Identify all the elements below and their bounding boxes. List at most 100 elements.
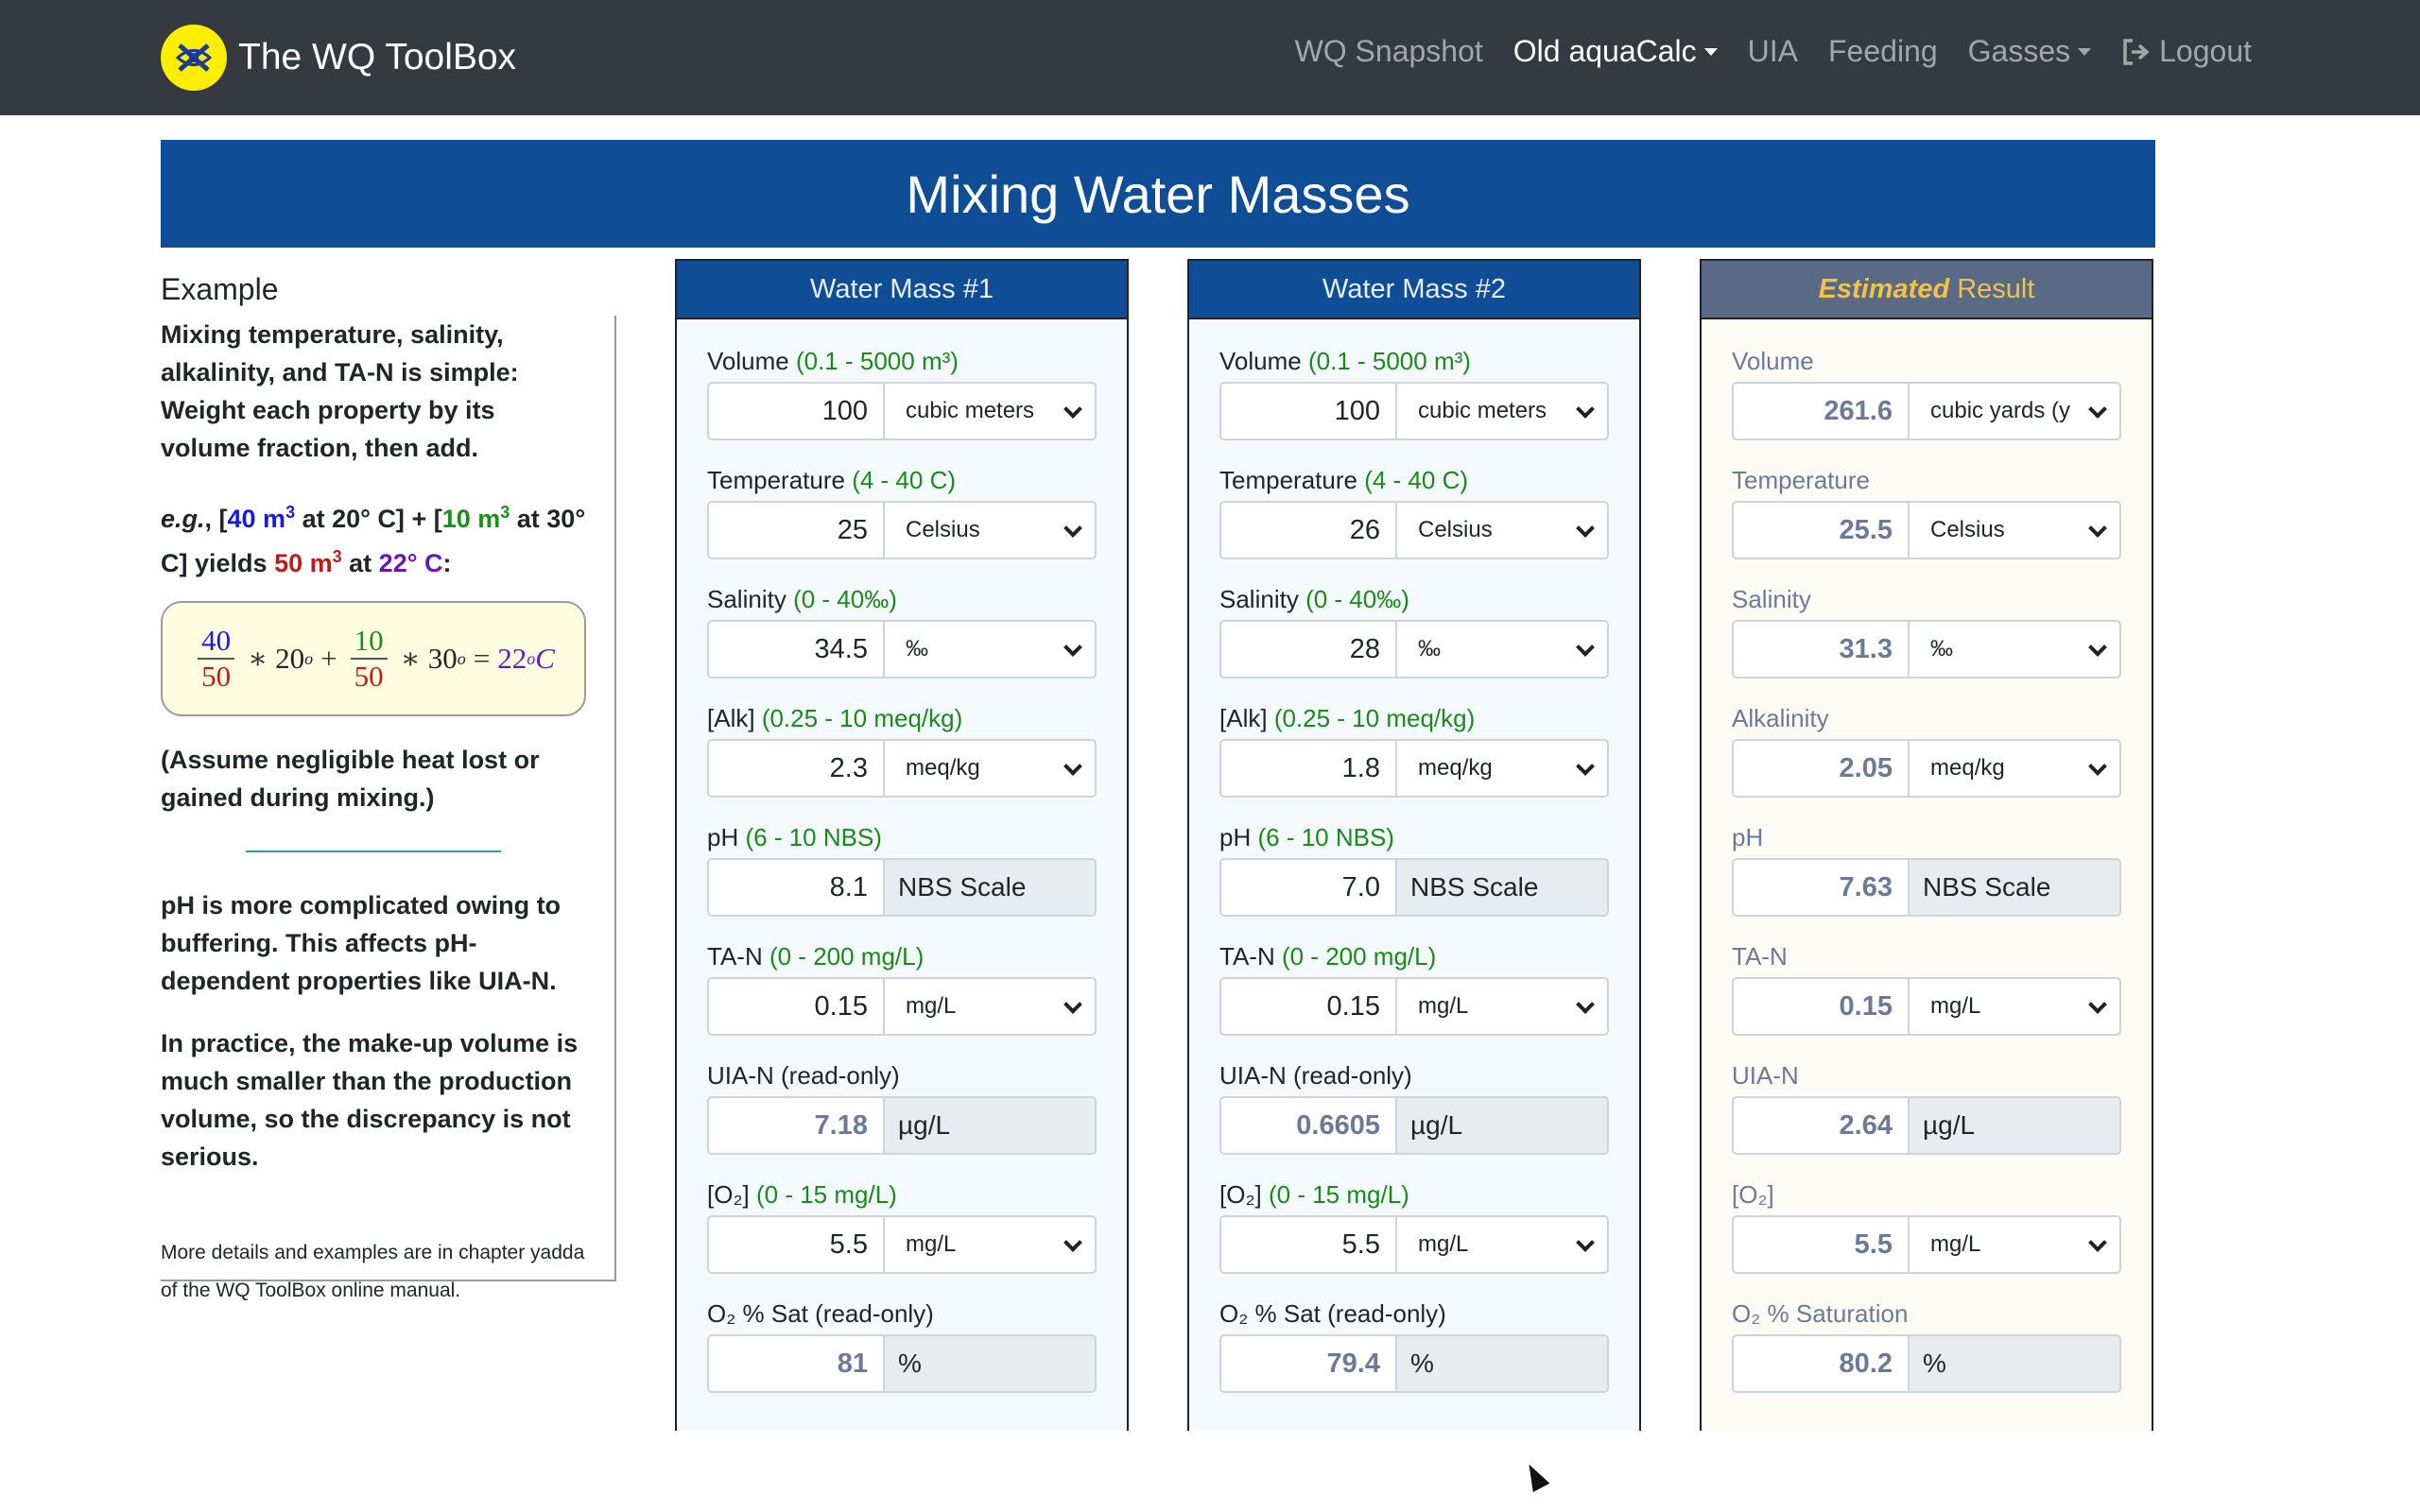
m2-salinity-range: (0 - 40‰) (1305, 585, 1409, 613)
r-uian-output: 2.64 (1732, 1096, 1910, 1155)
chevron-down-icon (1063, 638, 1082, 657)
water-mass-2-header: Water Mass #2 (1189, 261, 1639, 319)
r-ph-unit: NBS Scale (1910, 858, 2121, 917)
m1-volume-range: (0.1 - 5000 m³) (795, 347, 959, 375)
m2-o2-unit: mg/L (1418, 1231, 1469, 1257)
m2-o2sat-label: O₂ % Sat (read-only) (1219, 1299, 1446, 1328)
m1-volume-label: Volume (707, 347, 789, 375)
m1-volume-unit-select[interactable]: cubic meters (885, 382, 1097, 440)
r-alk-unit: meq/kg (1930, 755, 2005, 781)
m2-tan-range: (0 - 200 mg/L) (1281, 942, 1437, 971)
m2-alk-field: [Alk] (0.25 - 10 meq/kg) 1.8 meq/kg (1219, 701, 1609, 820)
m2-volume-input[interactable]: 100 (1219, 382, 1397, 440)
m2-volume-field: Volume (0.1 - 5000 m³) 100 cubic meters (1219, 344, 1609, 463)
m2-o2-input[interactable]: 5.5 (1219, 1215, 1397, 1274)
m1-alk-unit-select[interactable]: meq/kg (885, 739, 1097, 798)
m1-o2-input[interactable]: 5.5 (707, 1215, 885, 1274)
caret-down-icon (2078, 47, 2092, 56)
m1-volume-input[interactable]: 100 (707, 382, 885, 440)
chevron-down-icon (1576, 400, 1595, 419)
m1-o2-unit-select[interactable]: mg/L (885, 1215, 1097, 1274)
r-o2-label: [O₂] (1732, 1180, 1774, 1209)
example-body: Mixing temperature, salinity, alkalinity… (161, 316, 616, 1301)
r-o2sat-output: 80.2 (1732, 1334, 1910, 1393)
r-volume-field: Volume 261.6 cubic yards (y (1732, 344, 2121, 463)
example-manual-note: More details and examples are in chapter… (161, 1242, 585, 1301)
nav-wq-snapshot[interactable]: WQ Snapshot (1294, 34, 1483, 68)
m2-tan-field: TA-N (0 - 200 mg/L) 0.15 mg/L (1219, 939, 1609, 1058)
m1-ph-input[interactable]: 8.1 (707, 858, 885, 917)
m2-uian-label: UIA-N (read-only) (1219, 1061, 1412, 1090)
example-eg: e.g., [40 m3 at 20° C] + [10 m3 at 30° C… (161, 503, 586, 577)
m1-tan-unit: mg/L (906, 993, 957, 1019)
m1-salinity-label: Salinity (707, 585, 786, 613)
r-uian-label: UIA-N (1732, 1061, 1799, 1090)
nav-old-aquacalc-label: Old aquaCalc (1512, 34, 1697, 68)
m2-salinity-unit-select[interactable]: ‰ (1397, 620, 1609, 679)
r-tan-field: TA-N 0.15 mg/L (1732, 939, 2121, 1058)
m2-tan-unit-select[interactable]: mg/L (1397, 977, 1609, 1036)
m2-tan-unit: mg/L (1418, 993, 1469, 1019)
r-volume-unit-select[interactable]: cubic yards (y (1910, 382, 2121, 440)
chevron-down-icon (2088, 519, 2107, 538)
m1-alk-input[interactable]: 2.3 (707, 739, 885, 798)
chevron-down-icon (2088, 638, 2107, 657)
m1-alk-label: [Alk] (707, 704, 755, 732)
mouse-cursor-icon (1520, 1459, 1550, 1493)
m2-temperature-input[interactable]: 26 (1219, 501, 1397, 559)
nav-old-aquacalc[interactable]: Old aquaCalc (1513, 34, 1718, 69)
m1-uian-unit: µg/L (885, 1096, 1097, 1155)
logout-icon (2123, 38, 2150, 65)
m1-salinity-unit-select[interactable]: ‰ (885, 620, 1097, 679)
m2-salinity-input[interactable]: 28 (1219, 620, 1397, 679)
fraction-1-numerator: 40 (198, 624, 235, 660)
r-o2-unit-select[interactable]: mg/L (1910, 1215, 2121, 1274)
r-alk-unit-select[interactable]: meq/kg (1910, 739, 2121, 798)
r-salinity-unit-select[interactable]: ‰ (1910, 620, 2121, 679)
m2-ph-input[interactable]: 7.0 (1219, 858, 1397, 917)
m2-temperature-unit: Celsius (1418, 517, 1493, 542)
r-temperature-field: Temperature 25.5 Celsius (1732, 463, 2121, 582)
m1-ph-label: pH (707, 823, 739, 851)
r-tan-unit-select[interactable]: mg/L (1910, 977, 2121, 1036)
r-temperature-unit-select[interactable]: Celsius (1910, 501, 2121, 559)
brand-link[interactable]: The WQ ToolBox (161, 25, 516, 91)
eg-volume-1: 40 m (227, 505, 286, 533)
nav-logout[interactable]: Logout (2121, 34, 2252, 69)
m2-temperature-unit-select[interactable]: Celsius (1397, 501, 1609, 559)
water-mass-1-header: Water Mass #1 (677, 261, 1127, 319)
m1-tan-input[interactable]: 0.15 (707, 977, 885, 1036)
result-body: Volume 261.6 cubic yards (y Temperature 2… (1702, 319, 2152, 1431)
r-alk-label: Alkalinity (1732, 704, 1829, 732)
r-temperature-output: 25.5 (1732, 501, 1910, 559)
page-header: Mixing Water Masses (161, 140, 2155, 248)
m1-o2sat-output: 81 (707, 1334, 885, 1393)
nav-uia[interactable]: UIA (1747, 34, 1798, 68)
m1-temperature-input[interactable]: 25 (707, 501, 885, 559)
chevron-down-icon (1576, 1233, 1595, 1252)
eg-temp-2: at 30° C] yields (161, 505, 586, 577)
m1-salinity-input[interactable]: 34.5 (707, 620, 885, 679)
m2-temperature-label: Temperature (1219, 466, 1357, 494)
m2-tan-input[interactable]: 0.15 (1219, 977, 1397, 1036)
r-tan-label: TA-N (1732, 942, 1788, 971)
nav-feeding[interactable]: Feeding (1828, 34, 1938, 68)
m2-o2-unit-select[interactable]: mg/L (1397, 1215, 1609, 1274)
nav-gasses[interactable]: Gasses (1968, 34, 2092, 69)
caret-down-icon (1703, 47, 1718, 56)
r-ph-label: pH (1732, 823, 1764, 851)
m1-tan-unit-select[interactable]: mg/L (885, 977, 1097, 1036)
fraction-1: 40 50 (198, 624, 235, 694)
m1-o2-label: [O₂] (707, 1180, 750, 1209)
eg-result: 22° C (378, 549, 443, 577)
m2-alk-unit: meq/kg (1418, 755, 1493, 781)
r-alk-output: 2.05 (1732, 739, 1910, 798)
r-o2sat-unit: % (1910, 1334, 2121, 1393)
m2-alk-unit-select[interactable]: meq/kg (1397, 739, 1609, 798)
m2-uian-field: UIA-N (read-only) 0.6605 µg/L (1219, 1058, 1609, 1177)
m1-temperature-unit-select[interactable]: Celsius (885, 501, 1097, 559)
m2-volume-unit-select[interactable]: cubic meters (1397, 382, 1609, 440)
chevron-down-icon (1576, 638, 1595, 657)
m2-alk-input[interactable]: 1.8 (1219, 739, 1397, 798)
water-mass-2-body: Volume (0.1 - 5000 m³) 100 cubic meters T… (1189, 319, 1639, 1431)
